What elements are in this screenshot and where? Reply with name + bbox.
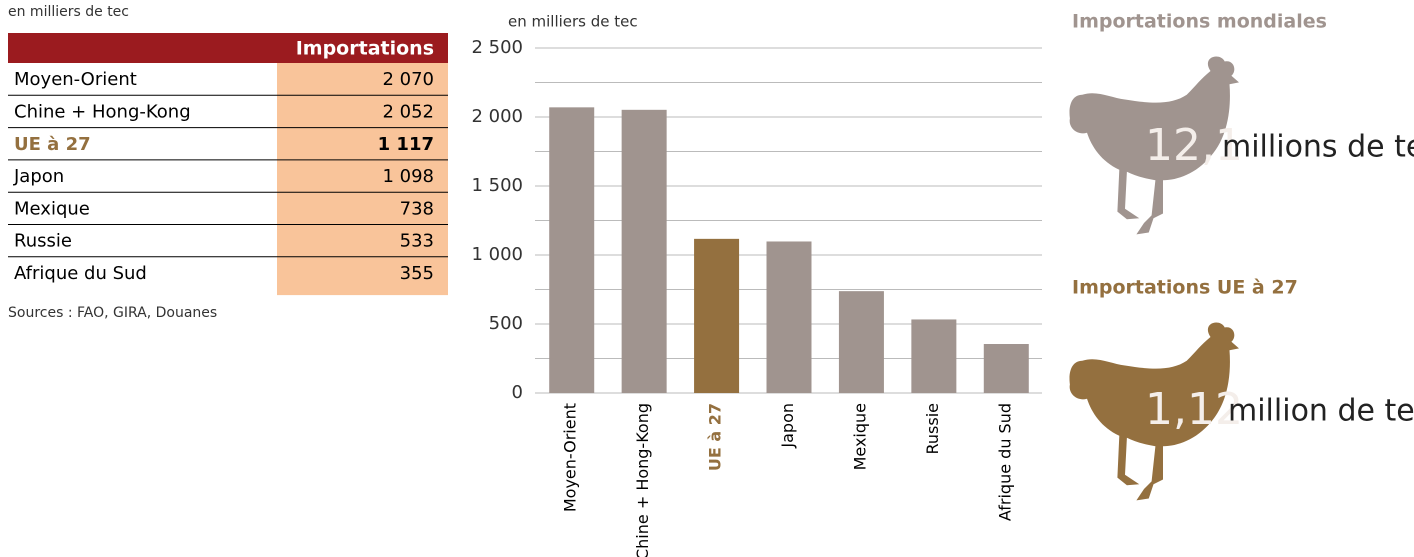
row-value: 1 117 xyxy=(378,134,434,155)
table-unit: en milliers de tec xyxy=(8,4,129,20)
y-tick-label: 1 500 xyxy=(471,175,523,196)
world-title: Importations mondiales xyxy=(1072,11,1327,33)
bar xyxy=(621,109,667,393)
y-tick-label: 500 xyxy=(489,313,523,334)
row-label: UE à 27 xyxy=(14,134,91,155)
row-label: Moyen-Orient xyxy=(14,69,137,90)
x-tick-label: Moyen-Orient xyxy=(561,403,580,512)
row-value: 533 xyxy=(400,231,434,252)
row-value: 355 xyxy=(400,263,434,284)
eu-value: 1,12 xyxy=(1145,384,1243,435)
x-tick-label: Afrique du Sud xyxy=(995,403,1014,521)
row-value: 738 xyxy=(400,198,434,219)
y-tick-label: 2 000 xyxy=(471,106,523,127)
row-label: Mexique xyxy=(14,198,90,219)
row-value: 2 052 xyxy=(382,101,434,122)
bar xyxy=(694,238,740,393)
bar xyxy=(766,241,812,393)
row-label: Japon xyxy=(13,166,64,187)
row-value: 1 098 xyxy=(382,166,434,187)
bar xyxy=(911,319,957,393)
table-header xyxy=(8,33,448,63)
y-tick-label: 0 xyxy=(512,382,523,403)
bar xyxy=(549,107,595,393)
bar xyxy=(838,291,884,393)
row-label: Russie xyxy=(14,231,72,252)
y-tick-label: 1 000 xyxy=(471,244,523,265)
eu-title: Importations UE à 27 xyxy=(1072,277,1298,299)
row-label: Chine + Hong-Kong xyxy=(14,101,191,122)
sources: Sources : FAO, GIRA, Douanes xyxy=(8,305,217,321)
x-tick-label: UE à 27 xyxy=(706,403,725,471)
x-tick-label: Japon xyxy=(778,403,797,449)
world-value: 12,1 xyxy=(1145,120,1243,171)
row-label: Afrique du Sud xyxy=(14,263,147,284)
row-value: 2 070 xyxy=(382,69,434,90)
table-header-label: Importations xyxy=(296,38,434,60)
bar xyxy=(983,344,1029,393)
chart-subtitle: en milliers de tec xyxy=(508,13,638,31)
y-tick-label: 2 500 xyxy=(471,37,523,58)
x-tick-label: Chine + Hong-Kong xyxy=(633,403,652,557)
x-tick-label: Russie xyxy=(923,403,942,455)
x-tick-label: Mexique xyxy=(850,403,869,470)
world-unit: millions de tec xyxy=(1222,130,1414,165)
eu-unit: million de tec xyxy=(1228,394,1414,429)
